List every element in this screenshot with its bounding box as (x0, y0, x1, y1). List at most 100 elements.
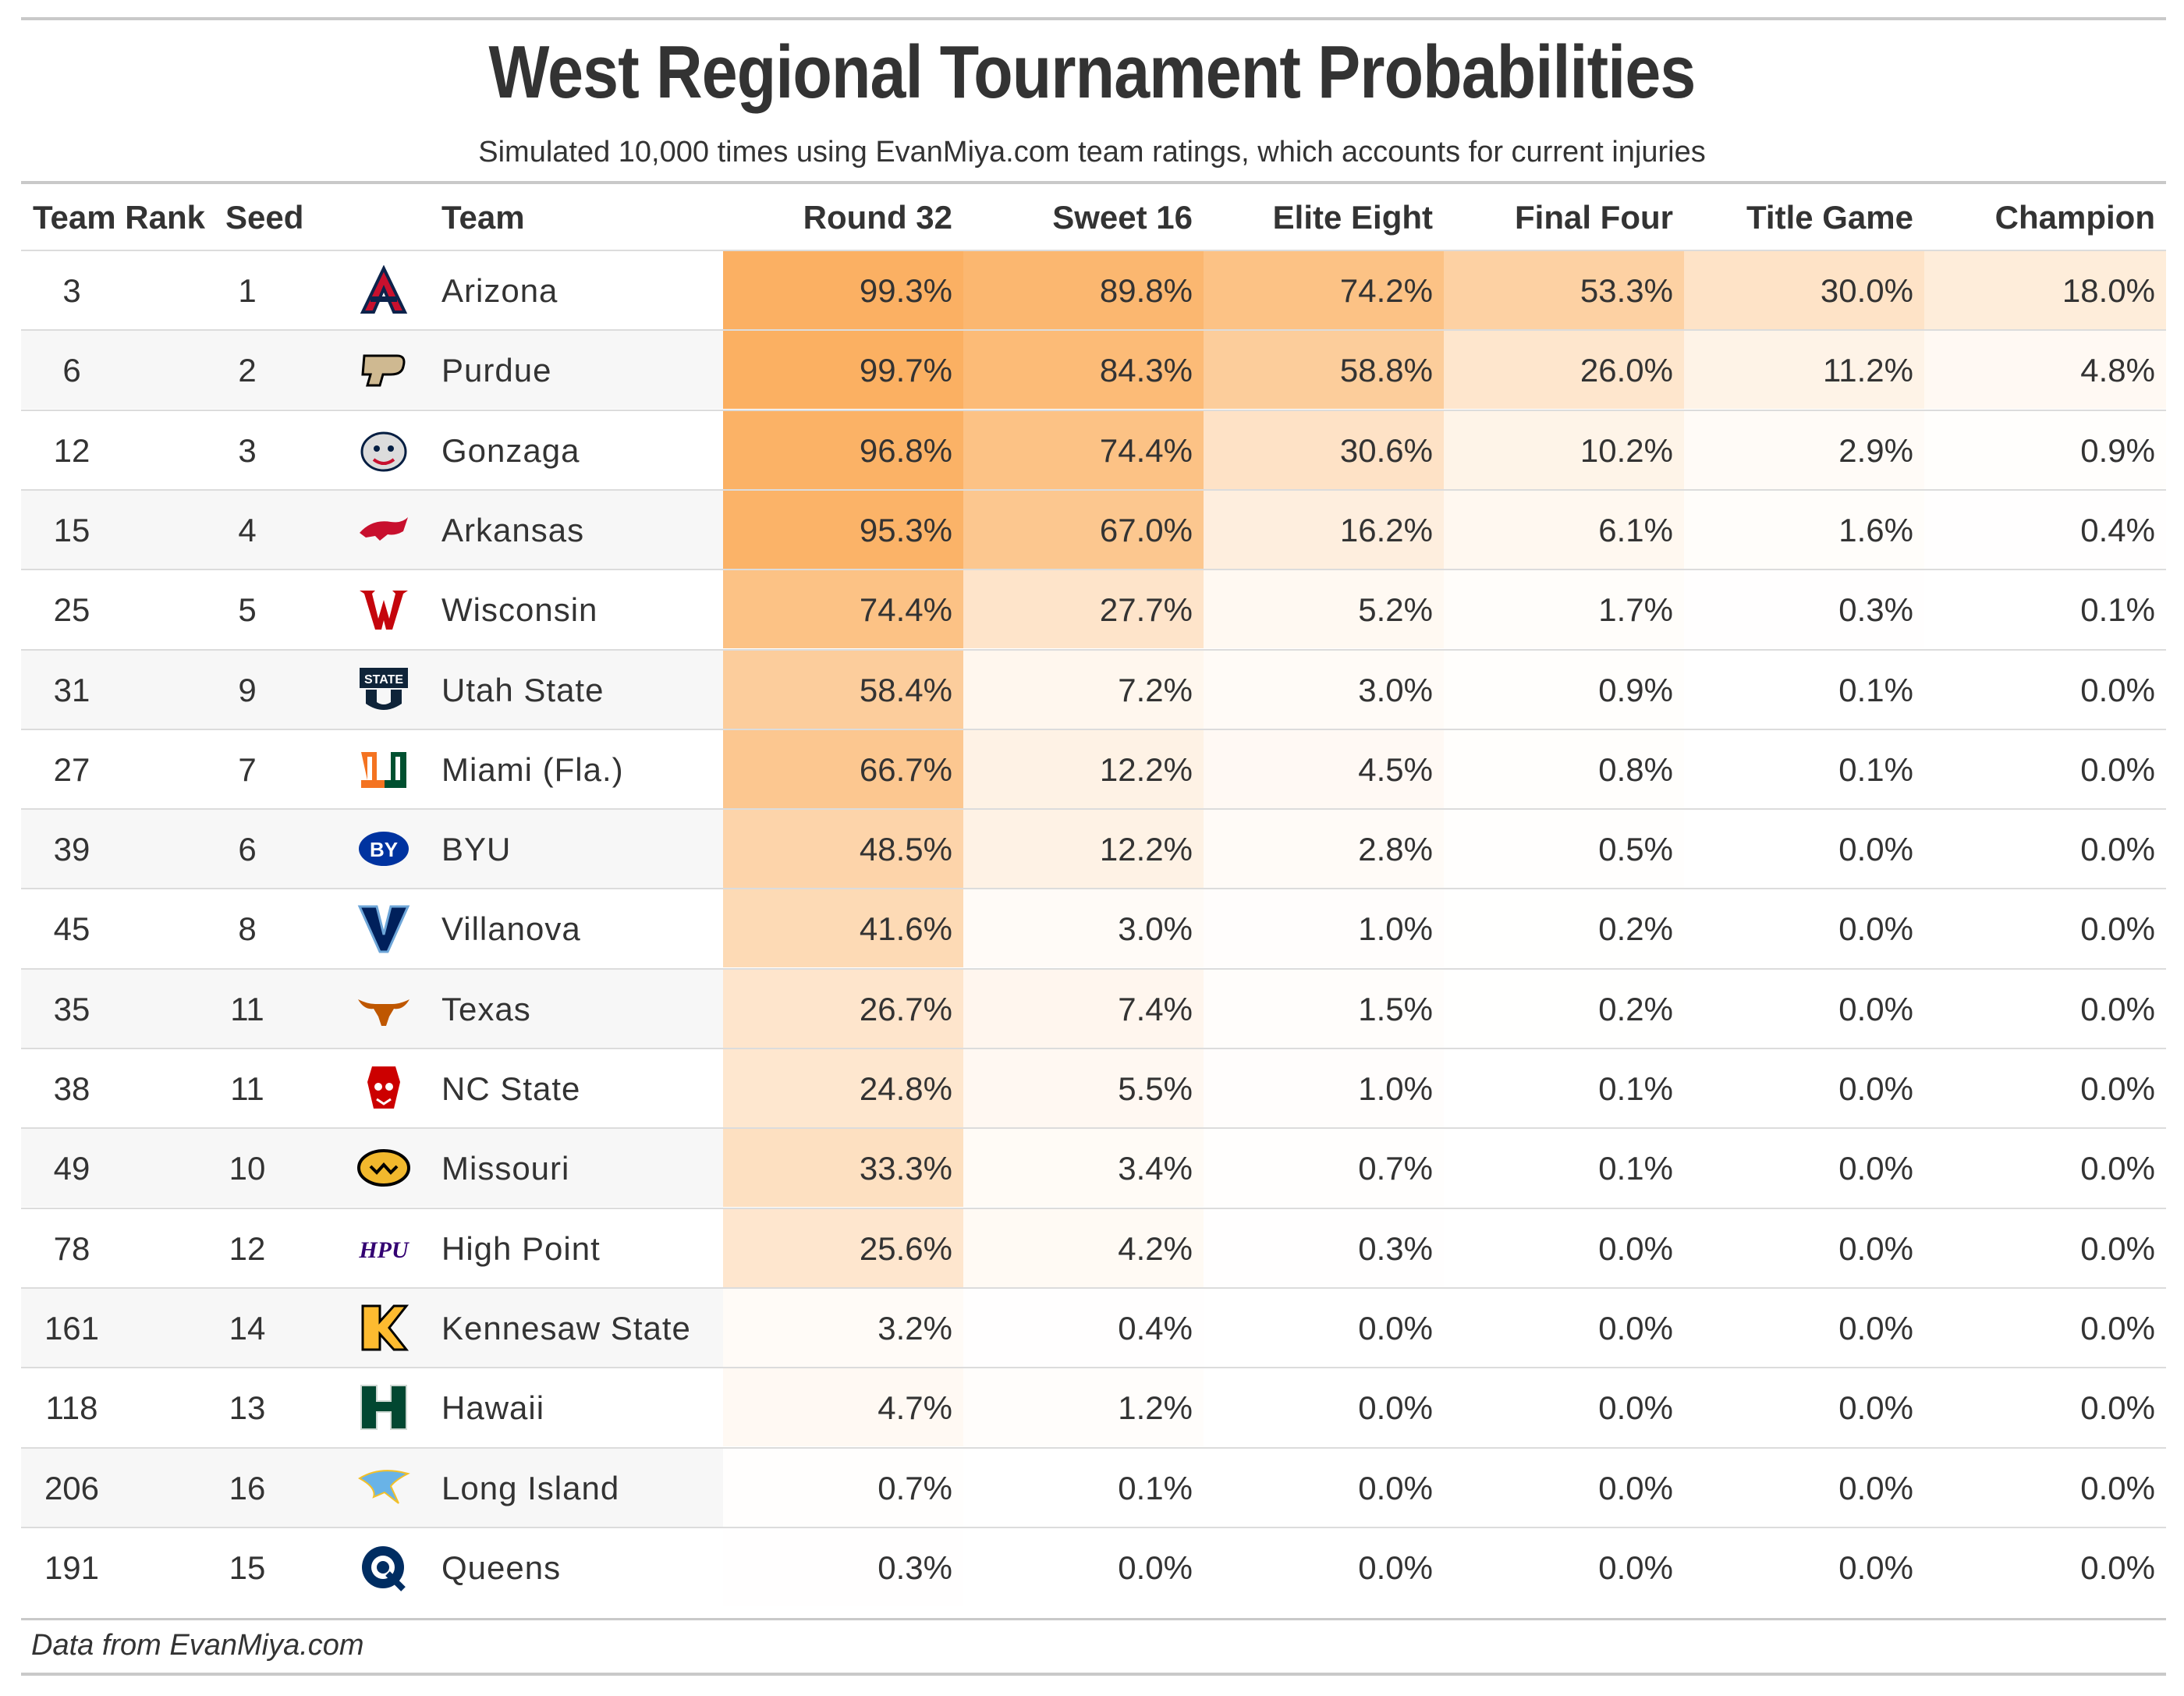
probability-cell: 95.3% (723, 490, 963, 569)
probability-cell: 0.3% (723, 1527, 963, 1606)
team-name-cell: Villanova (441, 910, 581, 948)
seed-cell: 6 (238, 831, 257, 868)
table-row: 206 16 Long Island 0.7% 0.1% 0.0% 0.0% 0.0% 0.0% (21, 1446, 2166, 1527)
seed-cell: 13 (229, 1389, 266, 1427)
probability-cell: 0.0% (1684, 1129, 1924, 1208)
probability-cell: 74.4% (723, 570, 963, 649)
top-rule (21, 17, 2166, 20)
probability-cell: 0.1% (1684, 729, 1924, 808)
table-row: 27 7 Miami (Fla.) 66.7% 12.2% 4.5% 0.8% 0.1% 0.0… (21, 728, 2166, 808)
probability-cell: 30.0% (1684, 251, 1924, 329)
team-name-cell: High Point (441, 1229, 601, 1267)
table-row: 191 15 Queens 0.3% 0.0% 0.0% 0.0% 0.0% 0.0% (21, 1526, 2166, 1606)
team-name-cell: Queens (441, 1549, 562, 1586)
table-row: 78 12 HPU High Point 25.6% 4.2% 0.3% 0.0% 0.0% 0.… (21, 1207, 2166, 1287)
probability-cell: 24.8% (723, 1049, 963, 1127)
queens-logo (356, 1542, 411, 1592)
probability-cell: 0.0% (1444, 1368, 1684, 1447)
probability-cell: 0.1% (1444, 1049, 1684, 1127)
header-seed: Seed (225, 199, 304, 236)
table-row: 39 6 BY BYU 48.5% 12.2% 2.8% 0.5% 0.0% 0.0% (21, 808, 2166, 889)
seed-cell: 9 (238, 671, 257, 708)
probability-cell: 0.0% (1684, 810, 1924, 889)
probability-cell: 74.2% (1204, 251, 1444, 329)
arkansas-logo (356, 505, 411, 555)
probability-cell: 0.1% (1444, 1129, 1684, 1208)
probability-cell: 4.5% (1204, 729, 1444, 808)
probability-cell: 66.7% (723, 729, 963, 808)
probability-cell: 5.2% (1204, 570, 1444, 649)
probability-cell: 11.2% (1684, 331, 1924, 410)
probability-cell: 0.3% (1684, 570, 1924, 649)
probability-cell: 30.6% (1204, 410, 1444, 489)
seed-cell: 2 (238, 352, 257, 389)
probability-cell: 26.7% (723, 969, 963, 1048)
probability-cell: 25.6% (723, 1208, 963, 1287)
probability-cell: 48.5% (723, 810, 963, 889)
team-rank-cell: 15 (53, 511, 90, 548)
probability-cell: 0.0% (1684, 1368, 1924, 1447)
team-rank-cell: 191 (44, 1549, 100, 1586)
miami-logo (356, 744, 411, 794)
team-rank-cell: 38 (53, 1070, 90, 1107)
probability-cell: 5.5% (963, 1049, 1204, 1127)
probability-cell: 4.7% (723, 1368, 963, 1447)
probability-cell: 0.0% (1684, 969, 1924, 1048)
probability-cell: 41.6% (723, 889, 963, 968)
probability-cell: 1.5% (1204, 969, 1444, 1048)
svg-text:HPU: HPU (358, 1237, 410, 1263)
probability-cell: 53.3% (1444, 251, 1684, 329)
probability-cell: 1.0% (1204, 889, 1444, 968)
probability-cell: 0.0% (1924, 1288, 2166, 1367)
probability-cell: 26.0% (1444, 331, 1684, 410)
probability-cell: 12.2% (963, 810, 1204, 889)
table-row: 38 11 NC State 24.8% 5.5% 1.0% 0.1% 0.0% 0.0% (21, 1048, 2166, 1127)
svg-text:STATE: STATE (364, 673, 403, 687)
gonzaga-logo (356, 425, 411, 475)
table-row: 49 10 Missouri 33.3% 3.4% 0.7% 0.1% 0.0% 0.0% (21, 1127, 2166, 1208)
probability-cell: 1.7% (1444, 570, 1684, 649)
probability-cell: 58.4% (723, 650, 963, 729)
hawaii-logo (356, 1382, 411, 1432)
table-row: 6 2 Purdue 99.7% 84.3% 58.8% 26.0% 11.2% 4.8% (21, 329, 2166, 410)
probability-cell: 3.2% (723, 1288, 963, 1367)
probability-cell: 0.0% (1684, 1288, 1924, 1367)
probability-cell: 0.1% (1684, 650, 1924, 729)
chart-subtitle: Simulated 10,000 times using EvanMiya.co… (478, 136, 1706, 169)
villanova-logo (356, 903, 411, 953)
seed-cell: 10 (229, 1150, 266, 1187)
probability-cell: 99.7% (723, 331, 963, 410)
table-row: 35 11 Texas 26.7% 7.4% 1.5% 0.2% 0.0% 0.0% (21, 967, 2166, 1048)
team-rank-cell: 118 (45, 1389, 98, 1427)
probability-cell: 6.1% (1444, 490, 1684, 569)
team-name-cell: Missouri (441, 1150, 570, 1187)
probability-cell: 18.0% (1924, 251, 2166, 329)
chart-title: West Regional Tournament Probabilities (488, 30, 1696, 114)
probability-cell: 0.0% (1924, 969, 2166, 1048)
probability-cell: 0.0% (1444, 1527, 1684, 1606)
probability-cell: 3.4% (963, 1129, 1204, 1208)
team-rank-cell: 206 (44, 1469, 100, 1506)
byu-logo: BY (356, 824, 411, 874)
missouri-logo (356, 1143, 411, 1193)
texas-logo (356, 984, 411, 1034)
probability-cell: 0.0% (1684, 1448, 1924, 1527)
table-row: 3 1 Arizona 99.3% 89.8% 74.2% 53.3% 30.0% 18.0% (21, 250, 2166, 329)
probability-cell: 0.0% (1924, 889, 2166, 968)
probability-cell: 74.4% (963, 410, 1204, 489)
probability-cell: 0.0% (1444, 1288, 1684, 1367)
probability-cell: 7.4% (963, 969, 1204, 1048)
probability-cell: 0.2% (1444, 889, 1684, 968)
header-team-rank: Team Rank (33, 199, 205, 236)
table-row: 45 8 Villanova 41.6% 3.0% 1.0% 0.2% 0.0% 0.0% (21, 888, 2166, 968)
header-round-32: Round 32 (803, 199, 952, 236)
seed-cell: 3 (238, 431, 257, 469)
table-row: 25 5 Wisconsin 74.4% 27.7% 5.2% 1.7% 0.3% 0.1% (21, 569, 2166, 649)
probability-cell: 0.0% (1684, 1208, 1924, 1287)
probability-cell: 10.2% (1444, 410, 1684, 489)
probability-cell: 0.7% (1204, 1129, 1444, 1208)
table-row: 161 14 Kennesaw State 3.2% 0.4% 0.0% 0.0% 0.0% 0… (21, 1286, 2166, 1367)
probability-cell: 0.8% (1444, 729, 1684, 808)
probability-cell: 0.4% (963, 1288, 1204, 1367)
team-name-cell: Arkansas (441, 511, 585, 548)
